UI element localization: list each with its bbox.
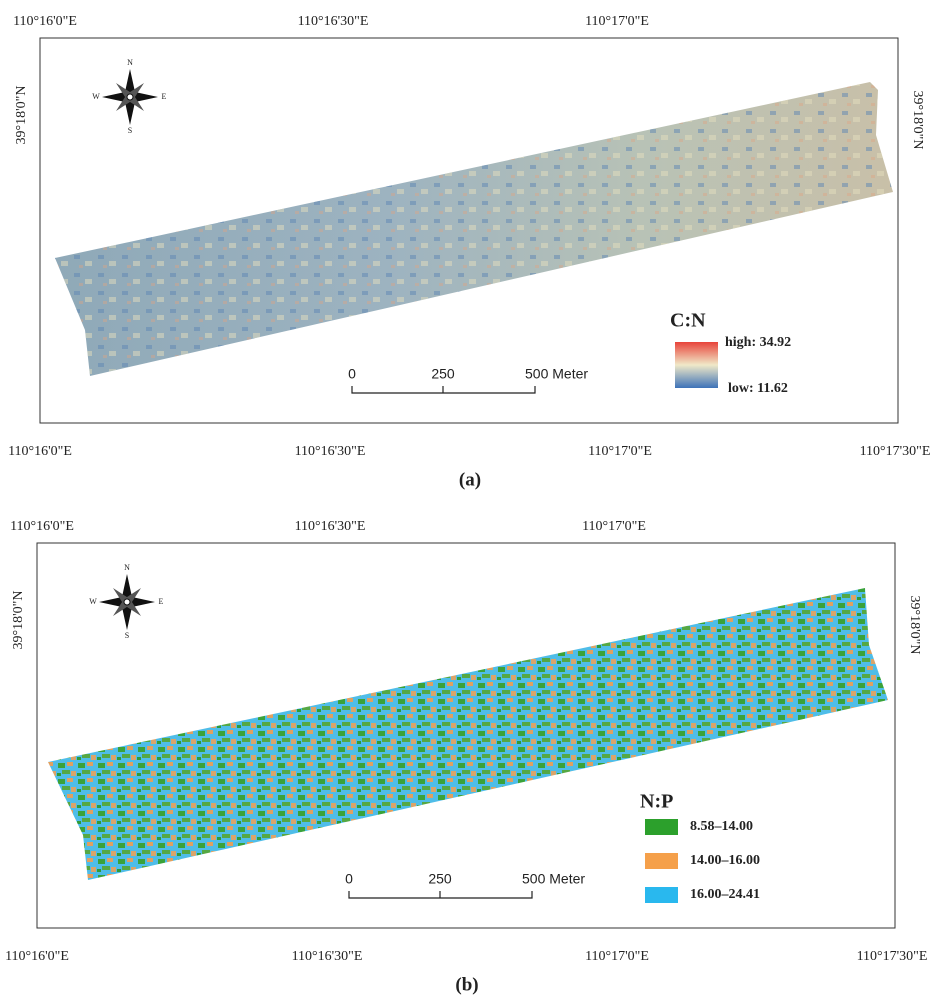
bottom-lon-label: 110°16'0"E xyxy=(5,949,69,964)
legend-ramp xyxy=(675,342,718,388)
lat-label: 39°18'0"N xyxy=(907,596,922,655)
map-panel: 110°16'0"E 110°16'30"E 110°17'0"E 110°16'0"… xyxy=(8,14,930,490)
scale-label: 0 xyxy=(345,871,353,887)
legend-low: low: 11.62 xyxy=(728,381,788,396)
compass-w: W xyxy=(89,597,97,606)
lat-label: 39°18'0"N xyxy=(910,91,925,150)
lat-label: 39°18'0"N xyxy=(11,591,26,650)
raster-strip xyxy=(48,588,888,880)
top-lon-label: 110°16'30"E xyxy=(295,519,366,534)
bottom-lon-label: 110°17'30"E xyxy=(860,444,931,459)
top-lon-label: 110°16'30"E xyxy=(298,14,369,29)
bottom-lon-label: 110°17'0"E xyxy=(585,949,649,964)
compass-e: E xyxy=(162,92,167,101)
map-panel: 110°16'0"E 110°16'30"E 110°17'0"E 110°16'0"… xyxy=(5,519,927,995)
bottom-lon-label: 110°17'0"E xyxy=(588,444,652,459)
raster-texture xyxy=(55,82,893,376)
compass-s: S xyxy=(125,631,129,640)
compass-hub xyxy=(124,599,130,605)
top-lon-label: 110°17'0"E xyxy=(585,14,649,29)
top-lon-label: 110°16'0"E xyxy=(10,519,74,534)
legend-swatch xyxy=(645,887,678,903)
legend-label: 16.00–24.41 xyxy=(690,887,760,902)
scale-label: 500 Meter xyxy=(522,871,585,887)
compass-n: N xyxy=(124,563,130,572)
bottom-lon-label: 110°17'30"E xyxy=(857,949,928,964)
top-lon-label: 110°17'0"E xyxy=(582,519,646,534)
bottom-lon-label: 110°16'30"E xyxy=(292,949,363,964)
scale-bar xyxy=(349,891,532,898)
scale-label: 500 Meter xyxy=(525,366,588,382)
legend-swatch xyxy=(645,853,678,869)
bottom-lon-label: 110°16'0"E xyxy=(8,444,72,459)
compass-e: E xyxy=(159,597,164,606)
compass-s: S xyxy=(128,126,132,135)
panel-caption: (a) xyxy=(459,469,481,490)
compass-hub xyxy=(127,94,133,100)
legend-label: 8.58–14.00 xyxy=(690,819,753,834)
lat-label: 39°18'0"N xyxy=(14,86,29,145)
panel-caption: (b) xyxy=(455,974,478,995)
figure: 110°16'0"E 110°16'30"E 110°17'0"E 110°16'0"… xyxy=(0,0,937,998)
legend-label: 14.00–16.00 xyxy=(690,853,760,868)
top-lon-label: 110°16'0"E xyxy=(13,14,77,29)
compass-n: N xyxy=(127,58,133,67)
bottom-lon-label: 110°16'30"E xyxy=(295,444,366,459)
scale-label: 250 xyxy=(428,871,452,887)
legend-title: N:P xyxy=(640,791,673,813)
legend-high: high: 34.92 xyxy=(725,335,791,350)
scale-label: 0 xyxy=(348,366,356,382)
legend-swatch xyxy=(645,819,678,835)
scale-bar xyxy=(352,386,535,393)
legend-title: C:N xyxy=(670,310,706,332)
compass-w: W xyxy=(92,92,100,101)
scale-label: 250 xyxy=(431,366,455,382)
